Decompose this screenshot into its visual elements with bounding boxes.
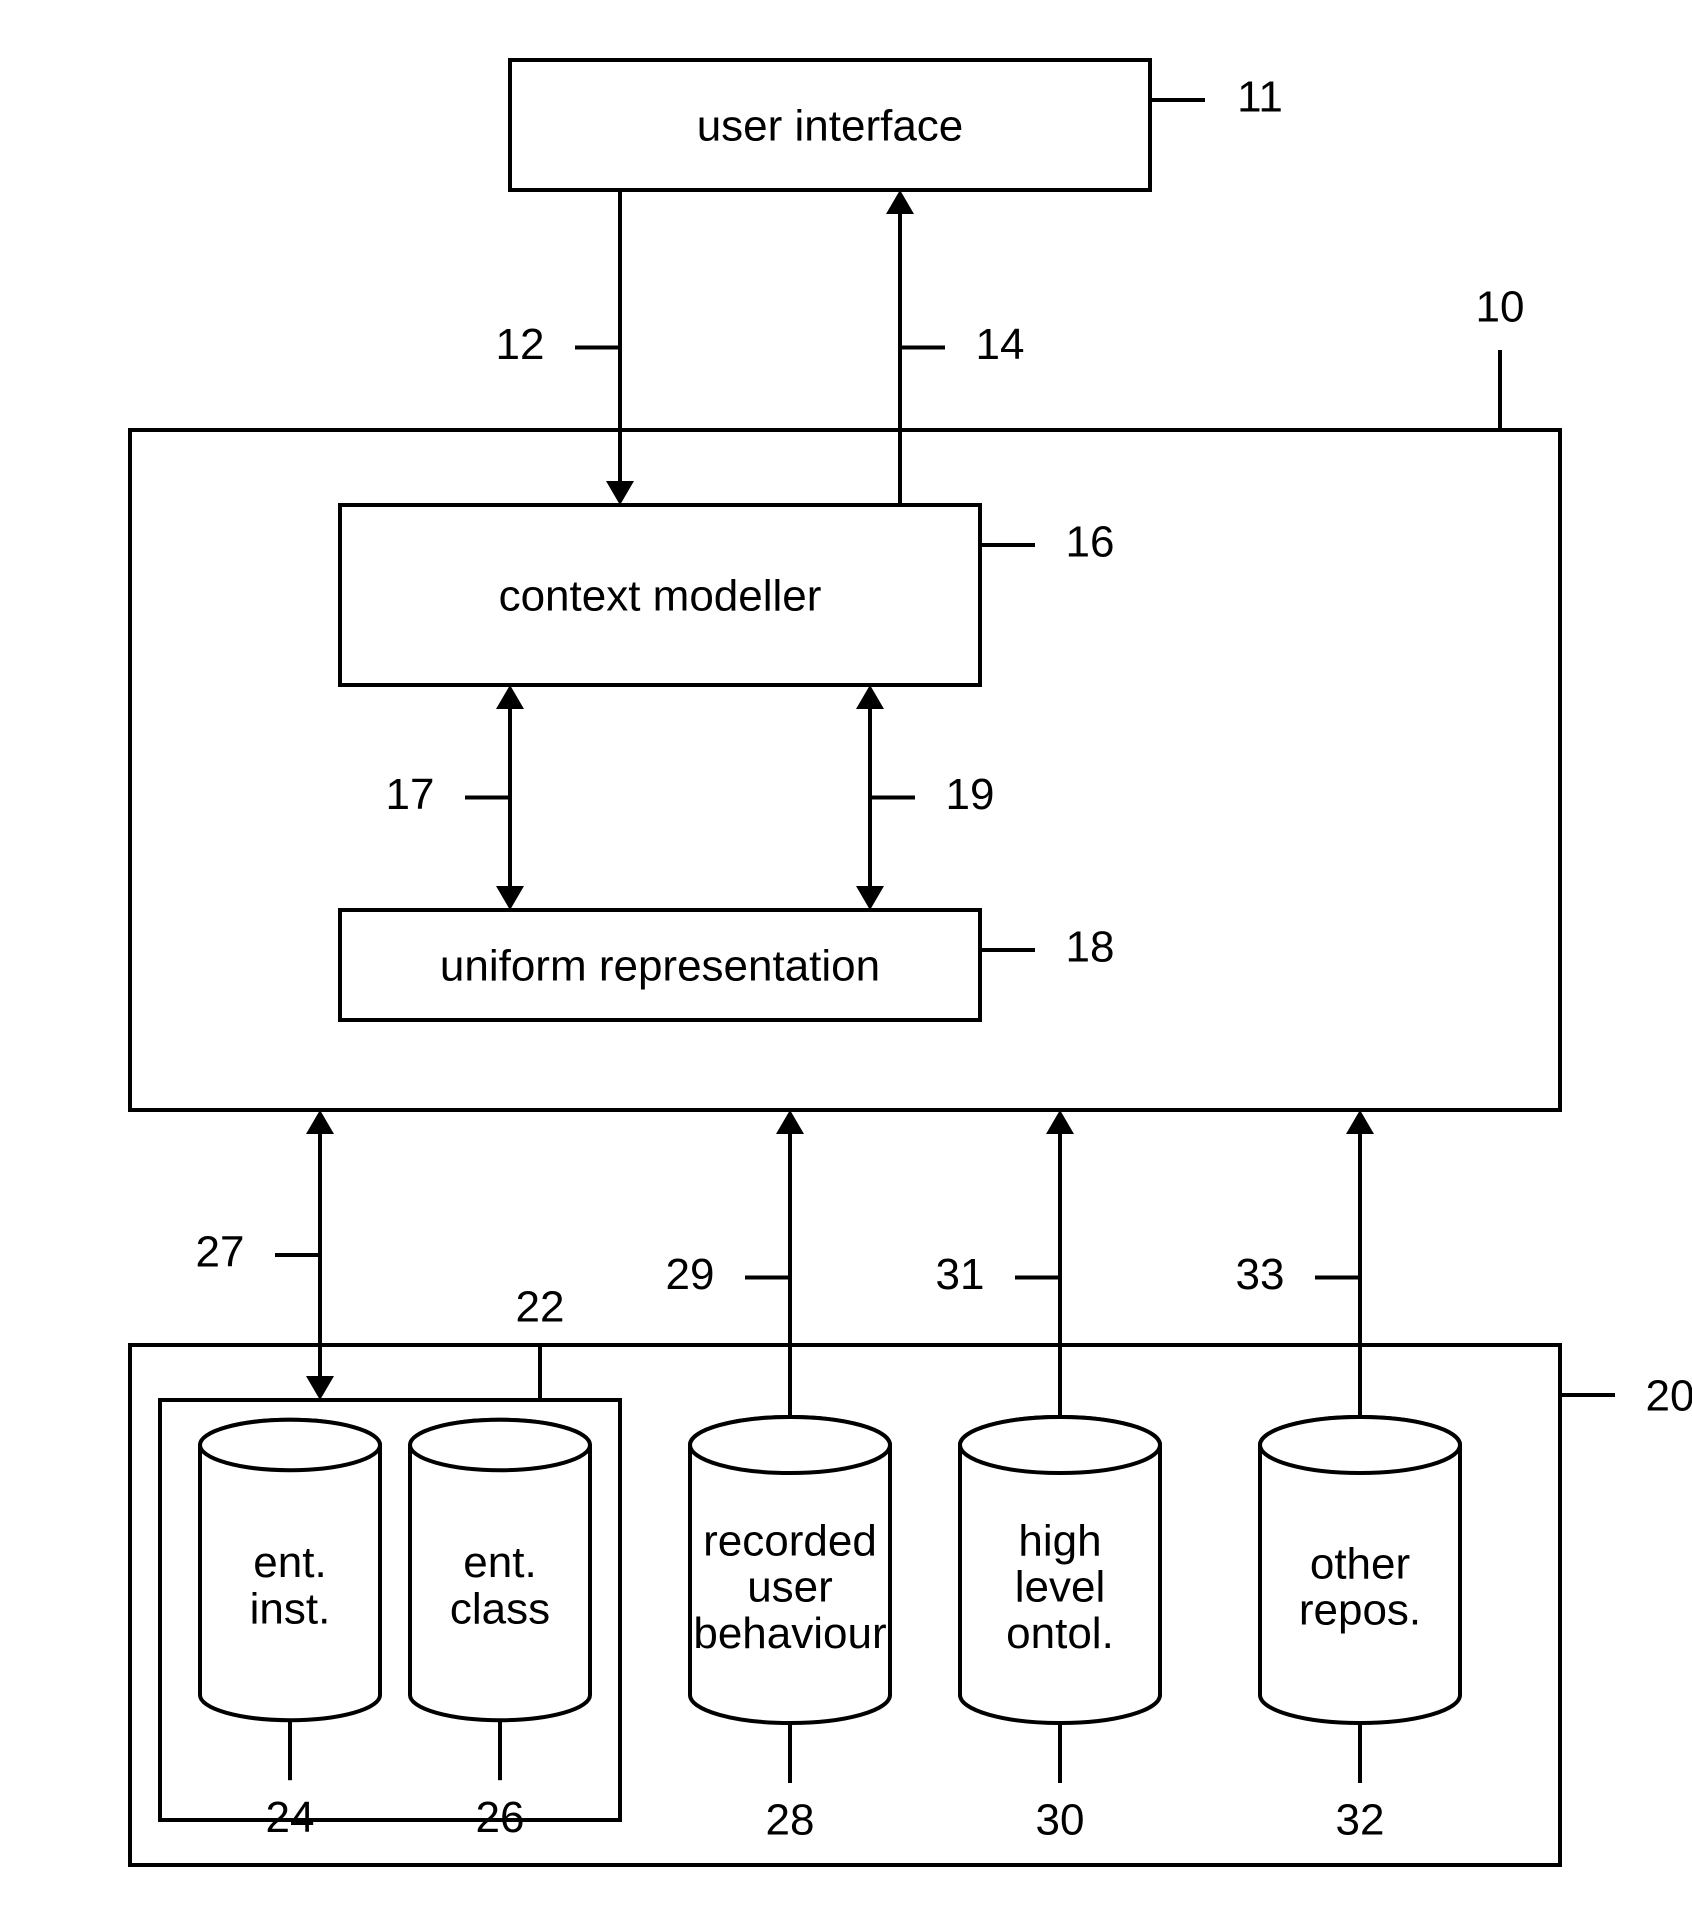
svg-text:ent.: ent. — [253, 1538, 326, 1587]
svg-text:11: 11 — [1237, 73, 1283, 122]
svg-text:28: 28 — [766, 1796, 815, 1845]
svg-text:24: 24 — [266, 1793, 315, 1842]
svg-text:user: user — [747, 1563, 833, 1612]
svg-text:context modeller: context modeller — [499, 572, 822, 621]
svg-text:high: high — [1018, 1516, 1101, 1565]
svg-text:16: 16 — [1066, 518, 1115, 567]
svg-text:17: 17 — [386, 770, 435, 819]
svg-text:30: 30 — [1036, 1796, 1085, 1845]
svg-text:31: 31 — [936, 1250, 985, 1299]
svg-text:behaviour: behaviour — [693, 1609, 886, 1658]
svg-text:32: 32 — [1336, 1796, 1385, 1845]
svg-text:10: 10 — [1476, 283, 1525, 332]
svg-text:29: 29 — [666, 1250, 715, 1299]
svg-text:uniform representation: uniform representation — [440, 942, 880, 991]
svg-text:other: other — [1310, 1540, 1410, 1589]
svg-text:ent.: ent. — [463, 1538, 536, 1587]
svg-text:user interface: user interface — [697, 102, 964, 151]
svg-text:class: class — [450, 1584, 550, 1633]
svg-text:26: 26 — [476, 1793, 525, 1842]
svg-text:33: 33 — [1236, 1250, 1285, 1299]
svg-text:recorded: recorded — [703, 1516, 877, 1565]
svg-text:22: 22 — [516, 1283, 565, 1332]
svg-text:12: 12 — [496, 320, 545, 369]
svg-text:level: level — [1015, 1563, 1106, 1612]
svg-text:18: 18 — [1066, 923, 1115, 972]
svg-text:20: 20 — [1646, 1372, 1692, 1421]
svg-text:ontol.: ontol. — [1006, 1609, 1114, 1658]
svg-text:repos.: repos. — [1299, 1586, 1421, 1635]
svg-text:27: 27 — [196, 1228, 245, 1277]
svg-text:inst.: inst. — [250, 1584, 331, 1633]
svg-text:19: 19 — [946, 770, 995, 819]
svg-text:14: 14 — [976, 320, 1025, 369]
